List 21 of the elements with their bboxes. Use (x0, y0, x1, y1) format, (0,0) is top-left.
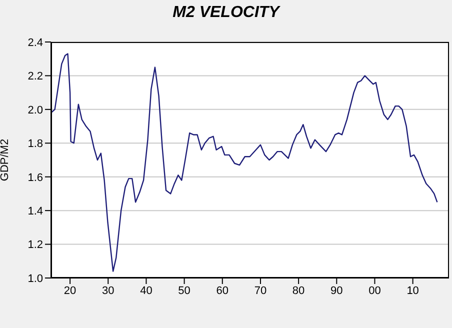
y-tick-label: 1.4 (28, 205, 43, 218)
y-tick-label: 2.0 (28, 104, 43, 116)
x-tick-label: 10 (406, 284, 419, 297)
x-tick-label: 60 (216, 284, 229, 297)
x-tick-label: 70 (254, 284, 267, 297)
x-tick-label: 40 (140, 284, 152, 297)
y-tick-label: 2.2 (28, 70, 43, 83)
line-series (51, 53, 438, 272)
x-tick-label: 20 (64, 284, 76, 297)
x-tick-label: 80 (292, 284, 305, 297)
y-tick-label: 1.0 (28, 272, 43, 285)
chart-title: M2 VELOCITY (172, 4, 282, 22)
y-tick-label: 2.4 (28, 36, 43, 49)
y-tick-label: 1.6 (28, 172, 43, 184)
x-tick-label: 50 (178, 284, 190, 297)
y-tick-label: 1.8 (28, 138, 43, 150)
y-axis-title: GDP/M2 (0, 138, 11, 182)
y-tick-label: 1.2 (28, 239, 43, 252)
x-tick-label: 90 (330, 284, 343, 297)
x-tick-label: 30 (102, 284, 114, 297)
x-tick-label: 00 (368, 284, 381, 297)
